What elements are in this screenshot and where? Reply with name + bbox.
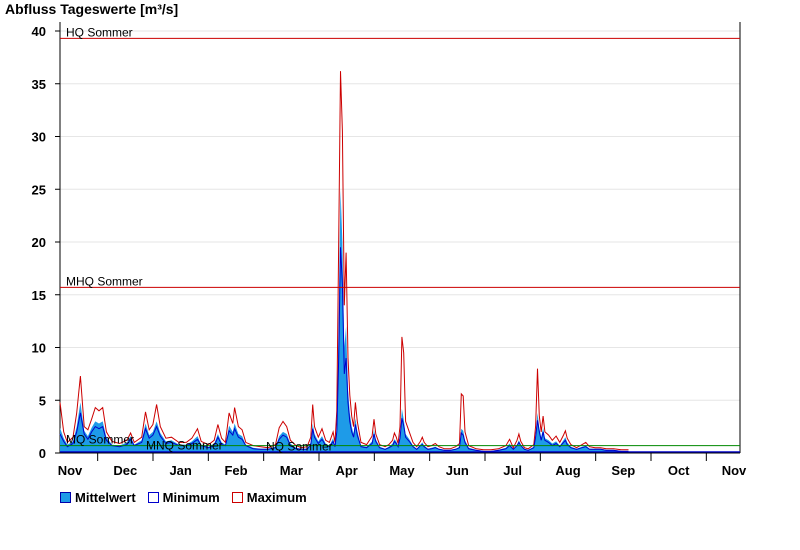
legend-swatch-mittelwert — [60, 492, 71, 503]
legend: Mittelwert Minimum Maximum — [60, 490, 307, 505]
x-tick-label-jul: Jul — [503, 463, 522, 478]
series-mittelwert-area — [60, 189, 629, 454]
x-tick-label-jan: Jan — [169, 463, 191, 478]
legend-label-maximum: Maximum — [246, 490, 307, 505]
x-tick-label-sep: Sep — [611, 463, 635, 478]
x-tick-label-nov: Nov — [58, 463, 83, 478]
legend-item-minimum[interactable]: Minimum — [147, 490, 220, 505]
x-tick-label-oct: Oct — [668, 463, 690, 478]
reference-line-label: NQ Sommer — [266, 439, 333, 453]
x-tick-label-aug: Aug — [555, 463, 580, 478]
reference-lines: HQ Sommer MHQ Sommer MQ Sommer MNQ Sommer NQ… — [60, 25, 740, 453]
x-tick-label-may: May — [389, 463, 415, 478]
series-maximum-line — [59, 71, 629, 451]
series-layer — [59, 71, 629, 454]
reference-line-label: MNQ Sommer — [146, 439, 223, 453]
y-tick-label: 5 — [39, 393, 46, 408]
series-minimum-line — [59, 247, 629, 452]
legend-label-minimum: Minimum — [162, 490, 220, 505]
legend-item-maximum[interactable]: Maximum — [231, 490, 307, 505]
legend-swatch-maximum — [231, 492, 243, 503]
y-tick-label: 30 — [32, 130, 46, 145]
y-tick-label: 35 — [32, 77, 46, 92]
x-tick-label-dec: Dec — [113, 463, 137, 478]
grid-layer — [60, 30, 740, 401]
y-tick-label: 20 — [32, 235, 46, 250]
legend-label-mittelwert: Mittelwert — [75, 490, 136, 505]
x-axis: Nov Dec Jan Feb Mar Apr May Jun Jul Aug Sep Oct Nov — [58, 452, 747, 478]
chart-title: Abfluss Tageswerte [m³/s] — [5, 1, 178, 17]
y-tick-label: 15 — [32, 288, 46, 303]
y-tick-label: 10 — [32, 341, 46, 356]
legend-swatch-minimum — [147, 492, 159, 503]
x-tick-label-mar: Mar — [280, 463, 303, 478]
x-tick-label-apr: Apr — [335, 463, 357, 478]
x-tick-label-jun: Jun — [446, 463, 469, 478]
reference-line-label: MQ Sommer — [66, 433, 134, 447]
x-tick-label-feb: Feb — [224, 463, 247, 478]
x-tick-label-nov: Nov — [722, 463, 747, 478]
legend-item-mittelwert[interactable]: Mittelwert — [60, 490, 136, 505]
y-tick-label: 40 — [32, 24, 46, 39]
y-tick-label: 0 — [39, 446, 46, 461]
y-tick-label: 25 — [32, 182, 46, 197]
reference-line-label: HQ Sommer — [66, 25, 133, 39]
y-axis: 0 5 10 15 20 25 30 35 40 — [32, 22, 741, 461]
reference-line-label: MHQ Sommer — [66, 274, 143, 288]
